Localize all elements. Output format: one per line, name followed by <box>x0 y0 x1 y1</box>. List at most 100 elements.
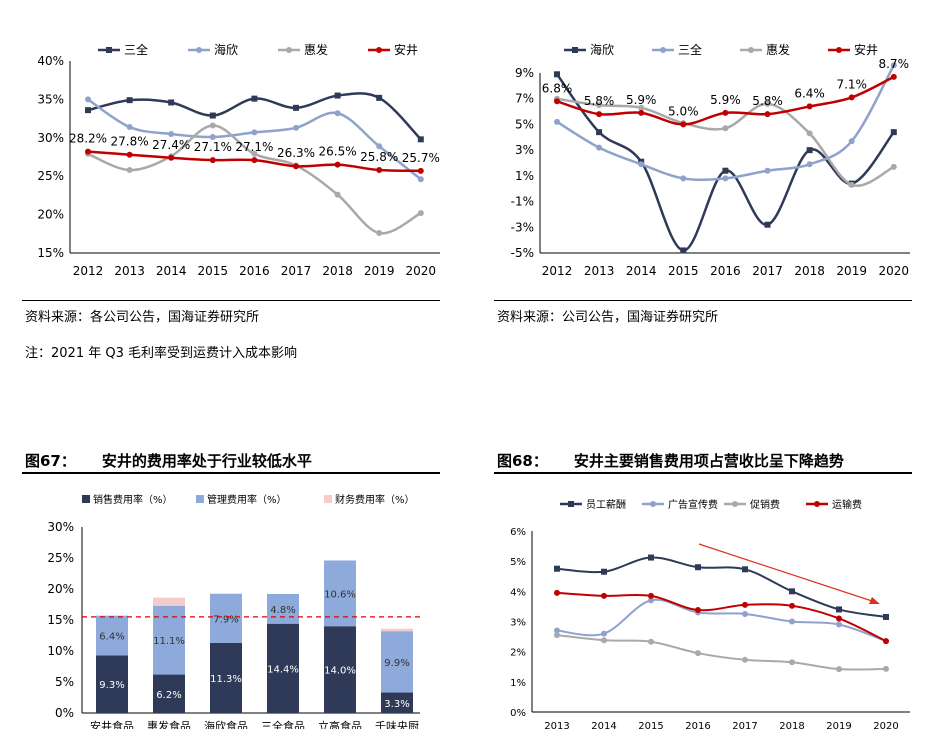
x-tick-label: 三全食品 <box>261 719 305 729</box>
y-tick-label: 25% <box>47 551 74 565</box>
legend-label: 财务费用率（%） <box>335 493 415 506</box>
legend-label: 安井 <box>394 42 418 57</box>
legend-marker <box>732 501 738 507</box>
data-point <box>680 121 687 128</box>
y-tick-label: 30% <box>37 131 64 145</box>
bar-value-label: 11.1% <box>153 636 185 647</box>
bar-segment-2 <box>324 560 356 627</box>
data-point <box>848 94 855 101</box>
data-point <box>596 129 603 136</box>
fig68-title-rule <box>494 472 912 474</box>
legend-label: 海欣 <box>214 42 238 57</box>
data-point <box>596 111 603 118</box>
x-tick-label: 2012 <box>73 264 104 278</box>
y-tick-label: 10% <box>47 644 74 658</box>
legend-label: 运输费 <box>832 498 862 511</box>
legend-marker <box>650 501 656 507</box>
data-point <box>251 157 258 164</box>
data-point <box>293 124 299 131</box>
data-point <box>417 210 424 217</box>
data-label: 5.9% <box>626 93 657 107</box>
data-label: 6.8% <box>542 81 573 95</box>
y-tick-label: 40% <box>37 54 64 68</box>
data-label: 27.1% <box>194 140 232 154</box>
x-tick-label: 2015 <box>198 264 229 278</box>
bar-segment-2 <box>267 593 299 624</box>
data-point <box>764 221 771 228</box>
y-tick-label: 35% <box>37 92 64 106</box>
bar-value-label: 6.2% <box>156 690 181 701</box>
fig67-title-rule <box>22 472 440 474</box>
trend-arrow-head <box>869 597 880 604</box>
data-point <box>126 151 133 158</box>
y-tick-label: 0% <box>510 708 526 719</box>
bar-value-label: 10.6% <box>324 589 356 600</box>
data-point <box>836 666 842 673</box>
data-point <box>596 102 603 109</box>
legend-label: 惠发 <box>766 42 790 57</box>
data-point <box>789 602 795 609</box>
x-tick-label: 2012 <box>542 264 573 278</box>
x-tick-label: 2018 <box>322 264 353 278</box>
data-point <box>601 568 607 575</box>
y-tick-label: 30% <box>47 520 74 534</box>
fig67-title: 图67： 安井的费用率处于行业较低水平 <box>25 450 312 471</box>
data-point <box>85 96 91 103</box>
data-point <box>883 665 889 672</box>
data-point <box>722 109 729 116</box>
data-point <box>601 637 607 644</box>
bar-value-label: 14.0% <box>324 666 356 677</box>
fig67-number: 图67： <box>25 452 76 470</box>
data-point <box>554 98 560 105</box>
x-tick-label: 海欣食品 <box>204 719 248 729</box>
data-point <box>601 592 607 599</box>
x-tick-label: 2014 <box>156 264 187 278</box>
bar-segment-1 <box>153 674 185 713</box>
data-point <box>764 167 771 174</box>
data-point <box>417 176 424 183</box>
series-line-3 <box>556 634 887 671</box>
data-label: 7.1% <box>836 77 867 91</box>
data-point <box>293 163 299 170</box>
data-point <box>742 610 748 617</box>
bar-value-label: 7.9% <box>213 614 238 625</box>
x-tick-label: 立高食品 <box>318 719 362 729</box>
data-point <box>168 154 175 161</box>
data-point <box>251 129 258 136</box>
x-tick-label: 2016 <box>239 264 270 278</box>
net-margin-line-chart: 9% 7% 5% 3% 1% -1% -3% -5% 2012 2013 2014 2015 2016 2… <box>511 42 910 278</box>
y-tick-label: 9% <box>515 66 534 80</box>
data-point <box>764 100 771 107</box>
bar-segment-1 <box>210 642 242 713</box>
legend-label: 销售费用率（%） <box>93 493 173 506</box>
data-point <box>890 73 897 80</box>
data-point <box>293 104 299 111</box>
fig68-title: 图68： 安井主要销售费用项占营收比呈下降趋势 <box>497 450 844 471</box>
bar-value-label: 11.3% <box>210 674 242 685</box>
data-label: 5.8% <box>584 94 615 108</box>
data-point <box>126 167 133 174</box>
bar-segment-2 <box>381 631 413 693</box>
x-tick-label: 2016 <box>710 264 741 278</box>
data-label: 27.8% <box>111 135 149 149</box>
legend-marker <box>196 47 202 53</box>
bar-value-label: 6.4% <box>99 632 124 643</box>
legend-marker <box>660 47 666 53</box>
data-point <box>890 62 897 69</box>
y-tick-label: 1% <box>510 678 526 689</box>
legend-label: 安井 <box>854 42 878 57</box>
data-point <box>883 638 889 645</box>
data-point <box>85 107 91 114</box>
data-point <box>836 621 842 628</box>
data-point <box>806 147 813 154</box>
right-source-text: 资料来源：公司公告，国海证券研究所 <box>497 310 719 325</box>
data-point <box>417 136 424 143</box>
data-point <box>334 110 341 117</box>
data-point <box>417 167 424 174</box>
bar-segment-1 <box>324 626 356 713</box>
x-tick-label: 安井食品 <box>90 719 134 729</box>
data-point <box>695 650 701 657</box>
data-point <box>251 95 258 102</box>
x-tick-label: 2018 <box>794 264 825 278</box>
y-tick-label: -3% <box>511 220 534 234</box>
